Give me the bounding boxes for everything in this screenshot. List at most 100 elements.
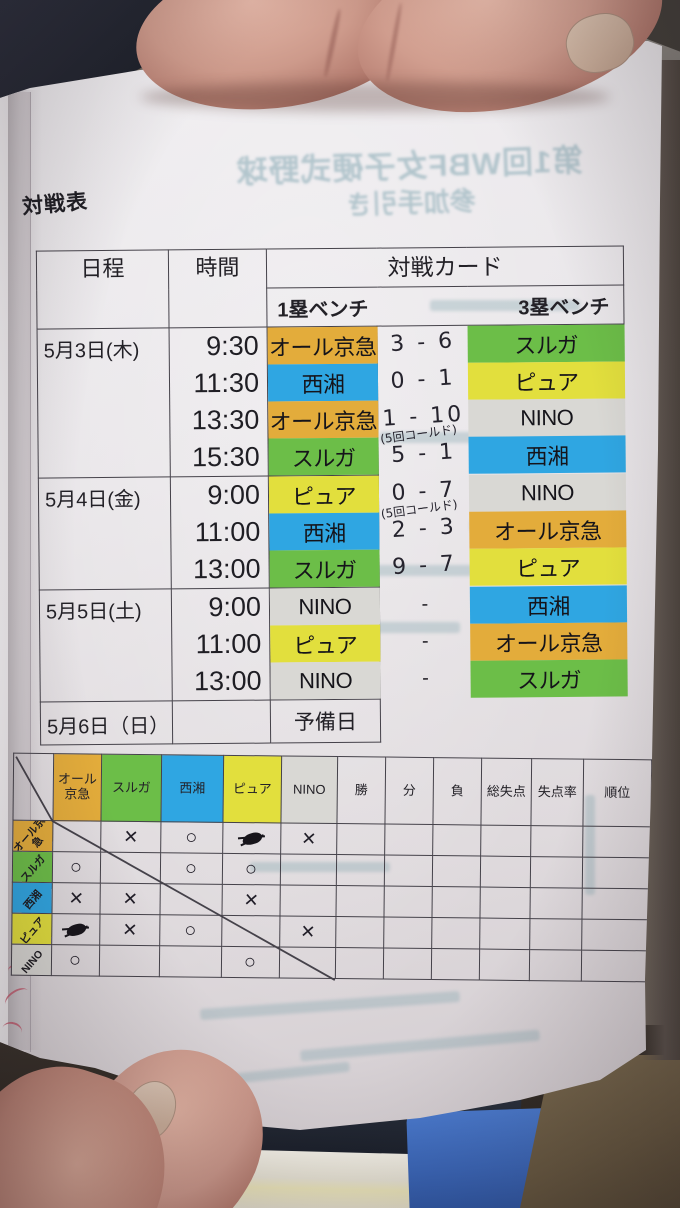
team1-block: スルガ (269, 549, 380, 588)
date-cell: 5月5日(土) (39, 588, 173, 703)
win-mark: ○ (244, 857, 259, 881)
standings-mark-cell (280, 853, 337, 886)
team1-block: オール京急 (267, 326, 378, 365)
standings-column-header: ピュア (222, 755, 282, 823)
standings-corner-cell (12, 753, 54, 821)
standings-column-header: 総失点 (480, 758, 532, 826)
header-time: 時間 (168, 249, 268, 328)
standings-row-header: ピュア (11, 913, 53, 945)
standings-row-label: 西湘 (21, 888, 45, 913)
standings-mark-cell (480, 856, 531, 888)
score-cell: 1 - 10 (5回コールド) (378, 400, 468, 446)
team2-block: 西湘 (468, 435, 626, 474)
standings-mark-cell (384, 855, 433, 887)
standings-mark-cell (100, 852, 161, 884)
standings-row-header: オール京急 (12, 820, 53, 852)
show-through-blur (199, 990, 461, 1021)
standings-mark-cell: ○ (160, 821, 223, 854)
team2-block: 西湘 (469, 585, 628, 624)
game-time: 15:30 (191, 441, 260, 473)
standings-mark-cell: ○ (52, 851, 101, 884)
standings-column-header: 西湘 (160, 754, 224, 823)
standings-row-header: 西湘 (12, 882, 53, 914)
schedule-body: 5月3日(木) 9:30 11:30 13:30 15:30 オール京急 3 - 6 スルガ西… (37, 324, 628, 746)
standings-mark-cell (581, 950, 650, 982)
schedule-day-row: 5月3日(木) 9:30 11:30 13:30 15:30 オール京急 3 - 6 スルガ西… (37, 324, 626, 479)
standings-mark-cell: ✕ (99, 883, 161, 915)
game-row: ピュア 0 - 7 (5回コールド) NINO (268, 473, 627, 521)
team1-block: NINO (270, 661, 381, 700)
page-title: 対戦表 (21, 190, 90, 219)
standings-mark-cell: ○ (221, 946, 280, 978)
win-mark: ○ (69, 855, 84, 879)
score-value: 5 - 1 (390, 439, 457, 469)
standings-mark-cell: ○ (160, 852, 223, 885)
team2-block: オール京急 (470, 622, 628, 661)
show-through-blur (430, 300, 580, 311)
header-bench3: 3塁ベンチ (518, 296, 610, 319)
score-value: 3 - 6 (389, 328, 456, 358)
card-cell: NINO - 西湘 ピュア - オール京急 NINO - スルガ (269, 585, 628, 701)
game-row: スルガ 5 - 1 西湘 (268, 435, 626, 476)
standings-mark-cell (431, 917, 480, 950)
schedule-table: 日程 時間 対戦カード 1塁ベンチ 3塁ベンチ 5月3日(木) 9:30 11: (36, 245, 628, 746)
game-time: 11:00 (195, 628, 262, 660)
game-time: 9:00 (207, 479, 261, 511)
standings-table-wrap: オール京急 スルガ 西湘 ピュア NINO 勝分負総失点 失点率 順位 オール京急 ✕ ○ ✕ スルガ… (11, 753, 653, 983)
standings-mark-cell: ✕ (221, 884, 281, 916)
game-row: 西湘 2 - 3 オール京急 (269, 510, 627, 551)
win-mark: ○ (184, 856, 199, 880)
header-bench: 1塁ベンチ 3塁ベンチ (266, 284, 625, 328)
game-row: オール京急 3 - 6 スルガ (267, 324, 625, 365)
standings-row-label: NINO (19, 948, 46, 976)
standings-mark-cell (52, 820, 101, 853)
game-row: オール京急 1 - 10 (5回コールド) NINO (268, 398, 626, 446)
score-cell: - (380, 624, 470, 662)
score-dash: - (421, 593, 429, 616)
standings-mark-cell (530, 856, 583, 889)
standings-mark-cell (336, 854, 385, 887)
standings-column-header: 順位 (582, 759, 652, 827)
standings-column-header: 勝 (336, 756, 386, 825)
score-value: 0 - 1 (389, 365, 457, 395)
win-mark: ○ (68, 948, 83, 972)
loss-mark: ✕ (121, 887, 139, 909)
schedule-day-row: 5月6日（日） 予備日 (40, 697, 627, 746)
standings-mark-cell (159, 945, 222, 978)
win-mark: ○ (184, 825, 199, 849)
win-mark: ○ (243, 950, 258, 974)
card-cell: オール京急 3 - 6 スルガ 西湘 0 - 1 ピュア オール京急 1 - 10 (5回コール… (267, 324, 626, 477)
standings-column-header: 分 (384, 757, 434, 825)
standings-mark-cell (51, 913, 100, 946)
loss-mark: ✕ (67, 887, 85, 909)
win-mark: ○ (183, 918, 198, 942)
team2-block: NINO (468, 473, 627, 512)
standings-mark-cell: ✕ (279, 915, 336, 948)
standings-mark-cell (221, 915, 280, 947)
standings-mark-cell (222, 822, 281, 854)
standings-mark-cell (384, 824, 433, 856)
standings-table: オール京急 スルガ 西湘 ピュア NINO 勝分負総失点 失点率 順位 オール京急 ✕ ○ ✕ スルガ… (11, 753, 652, 983)
standings-mark-cell (383, 886, 433, 918)
game-row: NINO - 西湘 (269, 585, 628, 626)
card-cell: ピュア 0 - 7 (5回コールド) NINO 西湘 2 - 3 オール京急 スルガ 9 - 7… (268, 473, 627, 589)
standings-mark-cell (529, 918, 582, 951)
standings-mark-cell: ○ (51, 944, 100, 977)
standings-body: オール京急 ✕ ○ ✕ スルガ ○ ○ ○ 西湘 ✕ ✕ ✕ ピュア ✕ ○ ✕ NINO ○ ○ (11, 820, 651, 982)
standings-header-row: オール京急 スルガ 西湘 ピュア NINO 勝分負総失点 失点率 順位 (12, 753, 652, 827)
date-cell: 5月3日(木) (37, 327, 171, 479)
standings-mark-cell (479, 918, 530, 950)
team2-block: スルガ (467, 324, 625, 363)
standings-mark-cell (335, 947, 384, 980)
game-time: 13:00 (193, 665, 262, 697)
standings-mark-cell: ✕ (280, 822, 337, 855)
team1-block: ピュア (270, 624, 381, 663)
date-cell: 5月6日（日） (40, 700, 173, 746)
game-time: 13:30 (191, 404, 260, 436)
header-bench1: 1塁ベンチ (277, 298, 369, 321)
time-column-cell (172, 700, 271, 744)
standings-mark-cell (383, 948, 432, 980)
score-cell: 5 - 1 (378, 437, 468, 475)
show-through-blur (299, 1029, 541, 1062)
standings-column-header: オール京急 (52, 753, 102, 822)
